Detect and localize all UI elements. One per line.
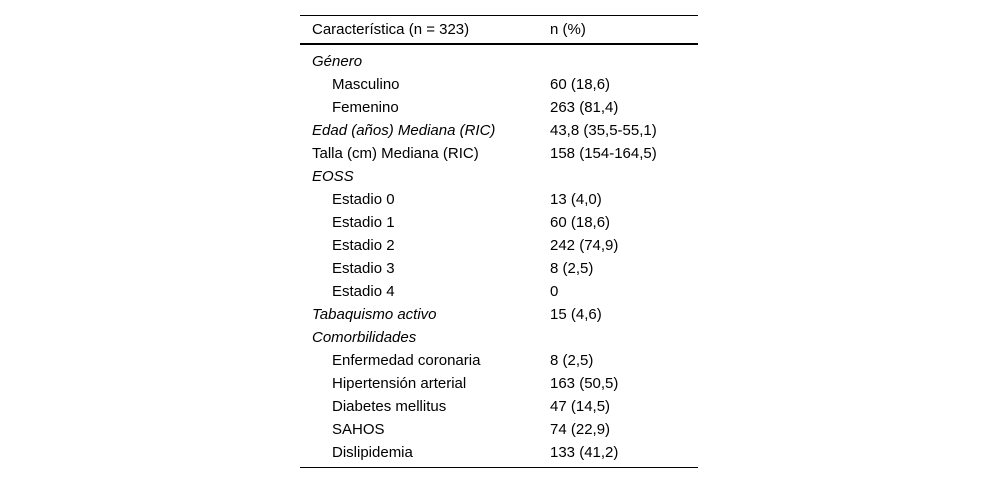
table-row: Tabaquismo activo 15 (4,6) (300, 303, 698, 326)
row-value: 15 (4,6) (550, 306, 602, 323)
row-label: Estadio 4 (332, 283, 395, 300)
row-value (550, 326, 698, 349)
table-row: Femenino 263 (81,4) (300, 96, 698, 119)
header-characteristic: Característica (n = 323) (312, 21, 470, 38)
row-label: Género (312, 53, 363, 70)
table-row: Diabetes mellitus 47 (14,5) (300, 395, 698, 418)
row-label: Edad (años) Mediana (RIC) (312, 122, 496, 139)
table-row: Talla (cm) Mediana (RIC) 158 (154-164,5) (300, 142, 698, 165)
table-row: Hipertensión arterial 163 (50,5) (300, 372, 698, 395)
row-value (550, 50, 698, 73)
row-value: 263 (81,4) (550, 99, 619, 116)
row-label: SAHOS (332, 421, 385, 438)
row-label: Femenino (332, 99, 399, 116)
row-value: 0 (550, 283, 559, 300)
table-row: SAHOS 74 (22,9) (300, 418, 698, 441)
row-value: 74 (22,9) (550, 421, 611, 438)
row-value (550, 165, 698, 188)
row-value: 13 (4,0) (550, 191, 602, 208)
table-row: Comorbilidades (300, 326, 698, 349)
row-label: Masculino (332, 76, 400, 93)
row-value: 158 (154-164,5) (550, 145, 657, 162)
table-header-row: Característica (n = 323) n (%) (300, 16, 698, 45)
table-row: Estadio 3 8 (2,5) (300, 257, 698, 280)
table-row: Edad (años) Mediana (RIC) 43,8 (35,5-55,1… (300, 119, 698, 142)
table-row: Dislipidemia 133 (41,2) (300, 441, 698, 464)
row-label: EOSS (312, 168, 354, 185)
row-label: Estadio 0 (332, 191, 395, 208)
row-value: 47 (14,5) (550, 398, 611, 415)
row-label: Estadio 1 (332, 214, 395, 231)
table-row: Estadio 1 60 (18,6) (300, 211, 698, 234)
row-label: Hipertensión arterial (332, 375, 467, 392)
row-label: Comorbilidades (312, 329, 417, 346)
row-label: Estadio 2 (332, 237, 395, 254)
row-label: Talla (cm) Mediana (RIC) (312, 145, 479, 162)
row-value: 60 (18,6) (550, 214, 611, 231)
table-row: Masculino 60 (18,6) (300, 73, 698, 96)
header-n-percent: n (%) (550, 21, 586, 38)
table-row: Estadio 0 13 (4,0) (300, 188, 698, 211)
row-label: Estadio 3 (332, 260, 395, 277)
row-value: 133 (41,2) (550, 444, 619, 461)
table-row: Estadio 4 0 (300, 280, 698, 303)
row-label: Enfermedad coronaria (332, 352, 481, 369)
row-label: Dislipidemia (332, 444, 413, 461)
row-label: Diabetes mellitus (332, 398, 447, 415)
row-value: 8 (2,5) (550, 260, 594, 277)
row-label: Tabaquismo activo (312, 306, 437, 323)
row-value: 242 (74,9) (550, 237, 619, 254)
table-body: Género Masculino 60 (18,6) Femenino 263 (81,… (300, 45, 698, 467)
table-row: EOSS (300, 165, 698, 188)
row-value: 60 (18,6) (550, 76, 611, 93)
row-value: 43,8 (35,5-55,1) (550, 122, 657, 139)
row-value: 163 (50,5) (550, 375, 619, 392)
table-row: Enfermedad coronaria 8 (2,5) (300, 349, 698, 372)
row-value: 8 (2,5) (550, 352, 594, 369)
characteristics-table: Característica (n = 323) n (%) Género Mas… (300, 15, 698, 468)
table-row: Género (300, 50, 698, 73)
table-row: Estadio 2 242 (74,9) (300, 234, 698, 257)
